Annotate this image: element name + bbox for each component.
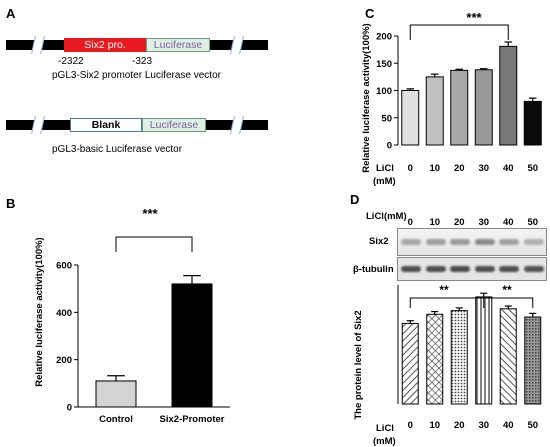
chart-c: Relative luciferase activity(100%) *** L… bbox=[361, 10, 542, 187]
chart-c-bar bbox=[450, 69, 469, 146]
vector-2-caption: pGL3-basic Luciferase vector bbox=[52, 144, 183, 155]
chart-c-category-label: 50 bbox=[527, 163, 538, 174]
chart-d-category-label: 10 bbox=[429, 420, 440, 431]
blot-band bbox=[450, 266, 471, 272]
western-lane-label: 40 bbox=[503, 217, 514, 228]
vector-2-break-right bbox=[230, 116, 244, 134]
chart-c-ytick-label: 100 bbox=[376, 86, 392, 97]
chart-c-category-label: 40 bbox=[503, 163, 514, 174]
chart-b-category-label: Control bbox=[99, 414, 133, 425]
panel-b-label: B bbox=[6, 196, 16, 211]
panel-d-label: D bbox=[350, 192, 360, 207]
chart-b-bar bbox=[95, 380, 137, 408]
chart-c-ytick-label: 200 bbox=[376, 32, 392, 43]
chart-c-bar bbox=[474, 69, 493, 146]
blot-band bbox=[474, 239, 495, 245]
position-start-label: -2322 bbox=[58, 56, 84, 67]
six2-promoter-box: Six2 pro. bbox=[64, 38, 146, 52]
chart-c-significance-bracket bbox=[409, 24, 509, 40]
chart-d-category-label: 50 bbox=[527, 420, 538, 431]
chart-d-bar bbox=[401, 322, 419, 405]
blank-box: Blank bbox=[70, 118, 142, 132]
chart-c-xlabel-2: (mM) bbox=[373, 176, 396, 187]
vector-1-caption: pGL3-Six2 promoter Luciferase vector bbox=[52, 70, 221, 81]
blot-band bbox=[425, 239, 446, 245]
chart-d-bar bbox=[475, 296, 493, 405]
chart-c-ytick-label: 150 bbox=[376, 59, 392, 70]
blot-band bbox=[401, 266, 422, 272]
chart-b: Relative luciferase activity(100%) *** 0… bbox=[34, 206, 230, 425]
blot-label-tubulin: β-tubulin bbox=[353, 264, 394, 275]
chart-d: The protein level of Six2 ** ** LiCl (mM… bbox=[353, 217, 542, 447]
chart-c-significance: *** bbox=[466, 10, 482, 25]
blot-band bbox=[499, 266, 520, 272]
blot-band bbox=[523, 239, 544, 245]
western-lane-label: 10 bbox=[429, 217, 440, 228]
chart-c-bar bbox=[401, 90, 420, 146]
chart-d-bar bbox=[426, 313, 444, 405]
blot-label-six2: Six2 bbox=[369, 236, 389, 247]
chart-d-bracket-right bbox=[483, 297, 534, 308]
chart-c-category-label: 30 bbox=[478, 163, 489, 174]
blot-band bbox=[523, 266, 544, 272]
chart-d-bar bbox=[524, 316, 542, 405]
chart-c-bar bbox=[499, 45, 518, 146]
chart-d-bar bbox=[499, 308, 517, 405]
blot-band bbox=[474, 266, 495, 272]
chart-c-ylabel: Relative luciferase activity(100%) bbox=[361, 23, 372, 172]
vector-1-break-right bbox=[230, 36, 244, 54]
chart-b-category-label: Six2-Promoter bbox=[160, 414, 225, 425]
chart-b-ytick-label: 200 bbox=[56, 355, 72, 366]
chart-b-ytick-label: 400 bbox=[56, 308, 72, 319]
western-blot-six2 bbox=[397, 228, 547, 256]
chart-d-sig-left: ** bbox=[439, 283, 449, 297]
chart-b-ytick-label: 0 bbox=[67, 403, 72, 414]
western-lane-label: 50 bbox=[527, 217, 538, 228]
chart-d-bracket-left bbox=[409, 297, 485, 308]
western-blot-tubulin bbox=[397, 257, 547, 281]
western-header: LiCl(mM) bbox=[366, 211, 407, 222]
chart-c-category-label: 0 bbox=[408, 163, 413, 174]
vector-1-break-left bbox=[31, 36, 45, 54]
chart-b-significance-bracket bbox=[115, 236, 193, 252]
vector-2-diagram: Blank Luciferase bbox=[0, 116, 270, 134]
western-lane-label: 30 bbox=[478, 217, 489, 228]
chart-d-sig-right: ** bbox=[502, 283, 512, 297]
chart-d-category-label: 20 bbox=[454, 420, 465, 431]
luciferase-box-1: Luciferase bbox=[146, 38, 210, 52]
chart-c-ytick-label: 50 bbox=[381, 113, 392, 124]
chart-b-ylabel: Relative luciferase activity(100%) bbox=[34, 237, 45, 386]
chart-d-category-label: 40 bbox=[503, 420, 514, 431]
luciferase-box-2: Luciferase bbox=[142, 118, 206, 132]
chart-d-category-label: 0 bbox=[408, 420, 413, 431]
chart-d-xlabel-2: (mM) bbox=[373, 436, 396, 447]
western-lane-label: 20 bbox=[454, 217, 465, 228]
panel-a-label: A bbox=[6, 6, 16, 21]
chart-d-ylabel: The protein level of Six2 bbox=[353, 310, 364, 419]
chart-c-bar bbox=[425, 76, 444, 146]
chart-c-bar bbox=[523, 100, 542, 146]
vector-2-break-left bbox=[31, 116, 45, 134]
chart-c-ytick-label: 0 bbox=[387, 141, 392, 152]
chart-b-ytick-label: 600 bbox=[56, 261, 72, 272]
chart-c-category-label: 20 bbox=[454, 163, 465, 174]
blot-band bbox=[450, 239, 471, 245]
blot-band bbox=[499, 239, 520, 245]
chart-c-xlabel-1: LiCl bbox=[376, 163, 394, 174]
blot-band bbox=[425, 266, 446, 272]
vector-1-diagram: Six2 pro. Luciferase bbox=[0, 36, 270, 54]
panel-c-label: C bbox=[365, 6, 375, 21]
position-end-label: -323 bbox=[132, 56, 153, 67]
chart-b-bar bbox=[171, 283, 213, 408]
western-lane-label: 0 bbox=[408, 217, 413, 228]
chart-c-category-label: 10 bbox=[429, 163, 440, 174]
blot-band bbox=[401, 239, 422, 245]
chart-d-bar bbox=[450, 310, 468, 405]
chart-d-xlabel-1: LiCl bbox=[376, 423, 394, 434]
chart-d-category-label: 30 bbox=[478, 420, 489, 431]
chart-b-significance: *** bbox=[142, 206, 158, 221]
